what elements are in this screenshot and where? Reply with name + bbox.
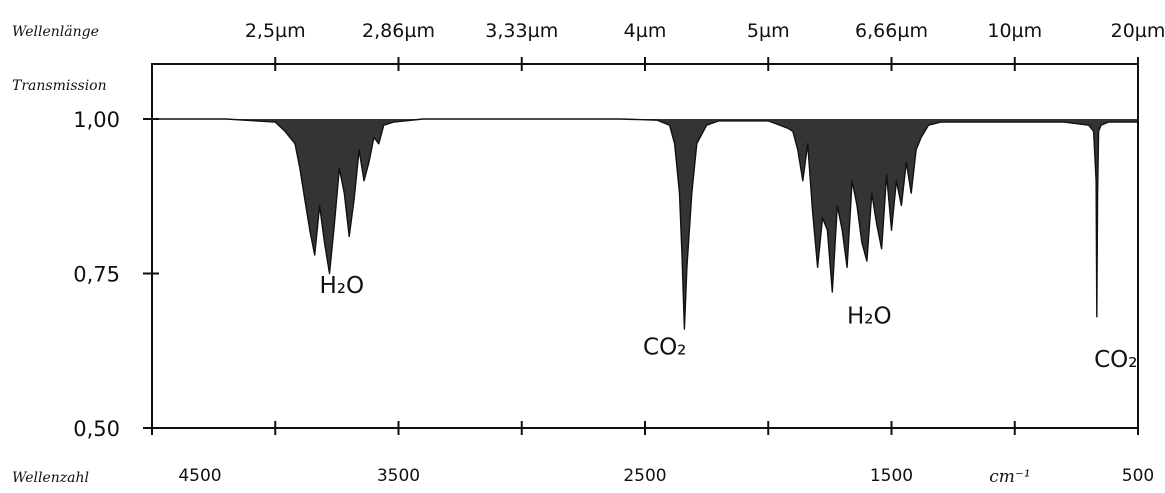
- top-tick-label: 2,5µm: [245, 20, 306, 42]
- top-tick-label: 20µm: [1111, 20, 1165, 42]
- bottom-tick-label: 1500: [870, 466, 913, 486]
- plot-frame: [151, 63, 1139, 429]
- top-tick-label: 10µm: [987, 20, 1042, 42]
- bottom-tick-label: 4500: [178, 466, 221, 486]
- annotation-label: H₂O: [847, 304, 892, 330]
- bottom-tick-label: 500: [1122, 466, 1154, 486]
- top-tick-label: 6,66µm: [855, 20, 928, 42]
- y-tick-label: 1,00: [73, 108, 120, 132]
- top-tick-label: 2,86µm: [362, 20, 435, 42]
- bottom-tick-label: 3500: [377, 466, 420, 486]
- y-tick-label: 0,75: [73, 263, 120, 287]
- annotation-label: CO₂: [643, 335, 686, 361]
- y-axis-title: Transmission: [12, 78, 107, 94]
- absorption-fill: [152, 119, 1138, 330]
- bottom-axis-unit: cm⁻¹: [989, 467, 1030, 487]
- transmission-line: [152, 118, 1138, 330]
- annotation-label: H₂O: [319, 273, 364, 299]
- annotation-label: CO₂: [1094, 347, 1137, 373]
- bottom-tick-label: 2500: [623, 466, 666, 486]
- bottom-axis-title: Wellenzahl: [12, 470, 89, 486]
- top-tick-label: 4µm: [624, 20, 667, 42]
- top-axis-title: Wellenlänge: [12, 24, 99, 40]
- top-tick-label: 5µm: [747, 20, 790, 42]
- top-tick-label: 3,33µm: [485, 20, 558, 42]
- y-tick-label: 0,50: [73, 417, 120, 441]
